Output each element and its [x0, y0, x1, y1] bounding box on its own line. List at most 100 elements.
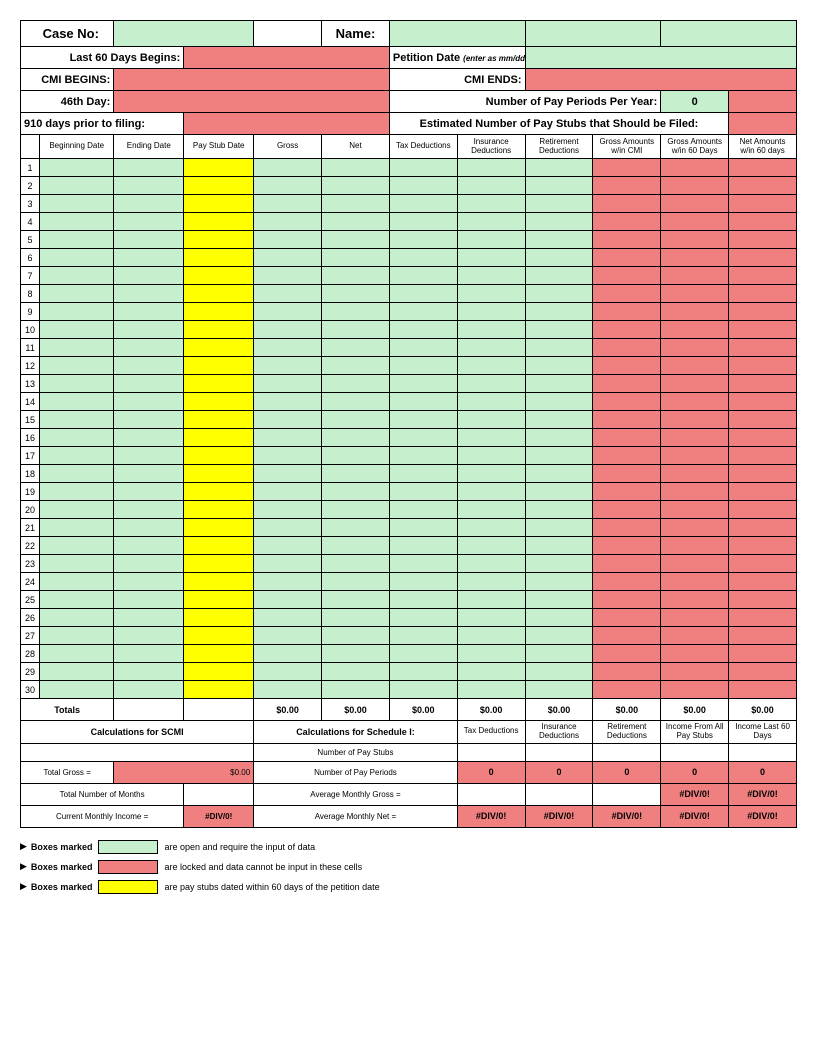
insurance-cell[interactable]: [457, 285, 525, 303]
net-cell[interactable]: [322, 231, 390, 249]
beginning-date-cell[interactable]: [40, 195, 114, 213]
net-cell[interactable]: [322, 177, 390, 195]
retirement-cell[interactable]: [525, 339, 593, 357]
beginning-date-cell[interactable]: [40, 231, 114, 249]
ending-date-cell[interactable]: [114, 645, 184, 663]
ending-date-cell[interactable]: [114, 231, 184, 249]
beginning-date-cell[interactable]: [40, 375, 114, 393]
pay-periods-value[interactable]: 0: [661, 91, 729, 113]
gross-cell[interactable]: [254, 321, 322, 339]
gross-cell[interactable]: [254, 555, 322, 573]
pay-stub-date-cell[interactable]: [184, 609, 254, 627]
tax-cell[interactable]: [389, 375, 457, 393]
ending-date-cell[interactable]: [114, 303, 184, 321]
beginning-date-cell[interactable]: [40, 285, 114, 303]
retirement-cell[interactable]: [525, 375, 593, 393]
net-cell[interactable]: [322, 213, 390, 231]
gross-cell[interactable]: [254, 159, 322, 177]
insurance-cell[interactable]: [457, 501, 525, 519]
tax-cell[interactable]: [389, 663, 457, 681]
pay-stub-date-cell[interactable]: [184, 519, 254, 537]
insurance-cell[interactable]: [457, 195, 525, 213]
insurance-cell[interactable]: [457, 573, 525, 591]
retirement-cell[interactable]: [525, 573, 593, 591]
net-cell[interactable]: [322, 393, 390, 411]
gross-cell[interactable]: [254, 285, 322, 303]
insurance-cell[interactable]: [457, 663, 525, 681]
net-cell[interactable]: [322, 303, 390, 321]
beginning-date-cell[interactable]: [40, 573, 114, 591]
beginning-date-cell[interactable]: [40, 357, 114, 375]
tax-cell[interactable]: [389, 339, 457, 357]
gross-cell[interactable]: [254, 627, 322, 645]
insurance-cell[interactable]: [457, 375, 525, 393]
retirement-cell[interactable]: [525, 267, 593, 285]
tax-cell[interactable]: [389, 357, 457, 375]
beginning-date-cell[interactable]: [40, 321, 114, 339]
gross-cell[interactable]: [254, 537, 322, 555]
retirement-cell[interactable]: [525, 447, 593, 465]
tax-cell[interactable]: [389, 177, 457, 195]
ending-date-cell[interactable]: [114, 159, 184, 177]
retirement-cell[interactable]: [525, 627, 593, 645]
ending-date-cell[interactable]: [114, 609, 184, 627]
retirement-cell[interactable]: [525, 285, 593, 303]
ending-date-cell[interactable]: [114, 213, 184, 231]
gross-cell[interactable]: [254, 681, 322, 699]
ending-date-cell[interactable]: [114, 339, 184, 357]
retirement-cell[interactable]: [525, 663, 593, 681]
retirement-cell[interactable]: [525, 645, 593, 663]
insurance-cell[interactable]: [457, 303, 525, 321]
insurance-cell[interactable]: [457, 555, 525, 573]
insurance-cell[interactable]: [457, 627, 525, 645]
tax-cell[interactable]: [389, 627, 457, 645]
pay-stub-date-cell[interactable]: [184, 447, 254, 465]
ending-date-cell[interactable]: [114, 429, 184, 447]
pay-stub-date-cell[interactable]: [184, 501, 254, 519]
beginning-date-cell[interactable]: [40, 213, 114, 231]
net-cell[interactable]: [322, 465, 390, 483]
tax-cell[interactable]: [389, 249, 457, 267]
gross-cell[interactable]: [254, 177, 322, 195]
gross-cell[interactable]: [254, 573, 322, 591]
net-cell[interactable]: [322, 609, 390, 627]
beginning-date-cell[interactable]: [40, 645, 114, 663]
insurance-cell[interactable]: [457, 519, 525, 537]
retirement-cell[interactable]: [525, 357, 593, 375]
net-cell[interactable]: [322, 195, 390, 213]
gross-cell[interactable]: [254, 195, 322, 213]
pay-stub-date-cell[interactable]: [184, 681, 254, 699]
net-cell[interactable]: [322, 375, 390, 393]
tax-cell[interactable]: [389, 159, 457, 177]
insurance-cell[interactable]: [457, 429, 525, 447]
tax-cell[interactable]: [389, 609, 457, 627]
net-cell[interactable]: [322, 663, 390, 681]
pay-stub-date-cell[interactable]: [184, 249, 254, 267]
tax-cell[interactable]: [389, 321, 457, 339]
ending-date-cell[interactable]: [114, 357, 184, 375]
pay-stub-date-cell[interactable]: [184, 663, 254, 681]
beginning-date-cell[interactable]: [40, 609, 114, 627]
ending-date-cell[interactable]: [114, 519, 184, 537]
beginning-date-cell[interactable]: [40, 483, 114, 501]
gross-cell[interactable]: [254, 267, 322, 285]
pay-stub-date-cell[interactable]: [184, 645, 254, 663]
tax-cell[interactable]: [389, 465, 457, 483]
tax-cell[interactable]: [389, 285, 457, 303]
retirement-cell[interactable]: [525, 411, 593, 429]
retirement-cell[interactable]: [525, 555, 593, 573]
beginning-date-cell[interactable]: [40, 249, 114, 267]
insurance-cell[interactable]: [457, 339, 525, 357]
gross-cell[interactable]: [254, 483, 322, 501]
ending-date-cell[interactable]: [114, 483, 184, 501]
pay-stub-date-cell[interactable]: [184, 267, 254, 285]
ending-date-cell[interactable]: [114, 249, 184, 267]
tax-cell[interactable]: [389, 231, 457, 249]
ending-date-cell[interactable]: [114, 501, 184, 519]
net-cell[interactable]: [322, 573, 390, 591]
pay-stub-date-cell[interactable]: [184, 591, 254, 609]
ending-date-cell[interactable]: [114, 573, 184, 591]
retirement-cell[interactable]: [525, 249, 593, 267]
net-cell[interactable]: [322, 411, 390, 429]
gross-cell[interactable]: [254, 411, 322, 429]
